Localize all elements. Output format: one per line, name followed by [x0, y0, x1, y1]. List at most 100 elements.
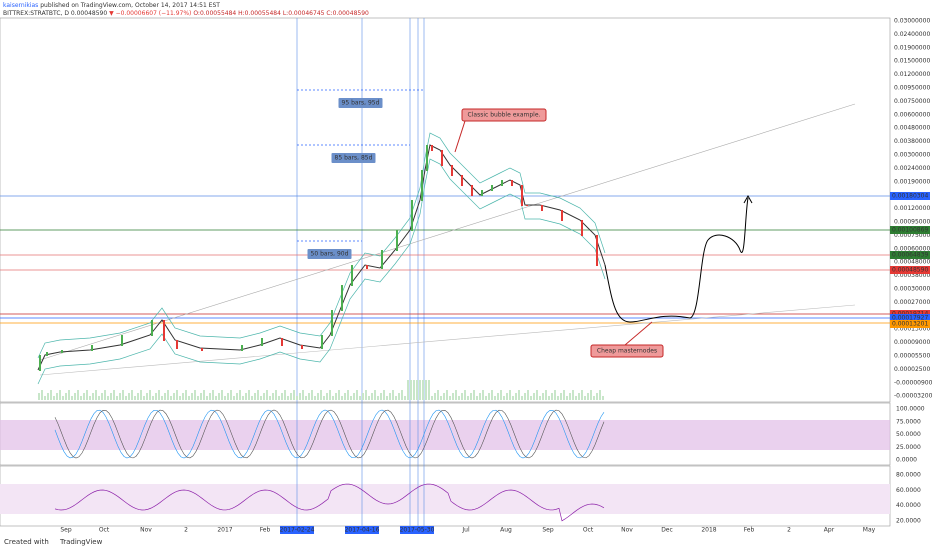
volume-bar: [359, 396, 361, 400]
volume-bar: [53, 396, 55, 400]
volume-bar: [392, 390, 394, 400]
volume-bar: [338, 390, 340, 400]
stoch-axis-label: 0.0000: [896, 457, 917, 464]
volume-bar: [239, 390, 241, 400]
volume-bar: [557, 396, 559, 400]
volume-bar: [530, 396, 532, 400]
volume-bar: [434, 393, 436, 400]
time-axis-label: 2: [787, 527, 791, 534]
volume-bar: [533, 393, 535, 400]
candle: [421, 170, 423, 201]
stoch-d: [54, 409, 605, 459]
price-tag-bg: [890, 192, 930, 200]
volume-bar: [596, 393, 598, 400]
volume-bar: [218, 393, 220, 400]
price-tag: 0.00100869: [892, 227, 928, 234]
volume-bar: [203, 390, 205, 400]
volume-bar: [143, 396, 145, 400]
volume-bar: [137, 393, 139, 400]
price-tag: 0.00064839: [892, 252, 928, 259]
stoch-axis-label: 75.0000: [896, 418, 921, 425]
volume-bar: [440, 396, 442, 400]
header-line: kaisernikias published on TradingView.co…: [3, 2, 220, 9]
projection-arrow: [743, 194, 753, 204]
volume-bar: [590, 390, 592, 400]
candle: [411, 200, 413, 231]
candle: [471, 185, 473, 196]
candle: [281, 338, 283, 346]
candle: [301, 345, 303, 349]
volume-bar: [332, 396, 334, 400]
volume-bar: [581, 390, 583, 400]
volume-bar: [545, 390, 547, 400]
time-axis-label: Feb: [260, 527, 271, 534]
time-axis-label: 2017-05-30: [400, 527, 435, 534]
time-axis-label: Sep: [542, 527, 554, 534]
time-axis-label: Nov: [621, 527, 633, 534]
band-upper: [37, 132, 606, 359]
volume-bar: [281, 393, 283, 400]
volume-bar: [71, 396, 73, 400]
volume-bar: [599, 390, 601, 400]
candle: [581, 220, 583, 236]
rsi-band: [0, 484, 890, 514]
volume-bar: [584, 396, 586, 400]
price-axis-label: 0.00950000: [894, 85, 930, 92]
volume-bar: [125, 396, 127, 400]
volume-bar: [110, 393, 112, 400]
volume-bar: [305, 396, 307, 400]
volume-bar: [551, 393, 553, 400]
time-axis-label: Apr: [824, 527, 835, 534]
volume-bar: [248, 390, 250, 400]
volume-bar: [236, 393, 238, 400]
volume-bar: [485, 396, 487, 400]
volume-bar: [497, 393, 499, 400]
stoch-k: [54, 409, 605, 459]
candle: [431, 145, 433, 151]
rsi-axis-label: 80.0000: [896, 472, 921, 479]
volume-bar: [470, 393, 472, 400]
volume-bar: [572, 390, 574, 400]
price-axis-label: 0.00190000: [894, 178, 930, 185]
callout-pointer: [624, 321, 653, 346]
volume-bar: [443, 393, 445, 400]
price-axis-label: 0.03000000: [894, 18, 930, 25]
volume-bar: [92, 393, 94, 400]
volume-bar: [515, 393, 517, 400]
volume-bar: [275, 390, 277, 400]
volume-bar: [128, 393, 130, 400]
volume-bar: [449, 396, 451, 400]
volume-bar: [242, 396, 244, 400]
price-tag: 0.00017927: [892, 315, 928, 322]
price-axis-label: 0.00005500: [894, 353, 930, 360]
price-tag: 0.00013201: [892, 321, 928, 328]
callout-bg: [461, 108, 547, 122]
candle: [441, 150, 443, 166]
candle: [261, 338, 263, 346]
volume-bar: [482, 390, 484, 400]
callout: Cheap masternodes: [597, 348, 657, 355]
volume-bar: [98, 396, 100, 400]
volume-bar: [461, 393, 463, 400]
volume-bar: [317, 393, 319, 400]
volume-bar: [104, 390, 106, 400]
candle: [331, 310, 333, 336]
rsi-axis-label: 20.0000: [896, 517, 921, 524]
price-axis-label: 0.00048000: [894, 259, 930, 266]
volume-bar: [170, 396, 172, 400]
volume-bar: [146, 393, 148, 400]
volume-bar: [476, 396, 478, 400]
volume-bar: [233, 396, 235, 400]
volume-bar: [464, 390, 466, 400]
volume-bar: [206, 396, 208, 400]
volume-bar: [410, 380, 412, 400]
candle: [151, 320, 153, 336]
price-axis-label: 0.00038000: [894, 272, 930, 279]
volume-bar: [593, 396, 595, 400]
price-axis-label: 0.02400000: [894, 31, 930, 38]
volume-bar: [269, 396, 271, 400]
volume-bar: [74, 393, 76, 400]
candle: [521, 185, 523, 206]
volume-bar: [149, 390, 151, 400]
